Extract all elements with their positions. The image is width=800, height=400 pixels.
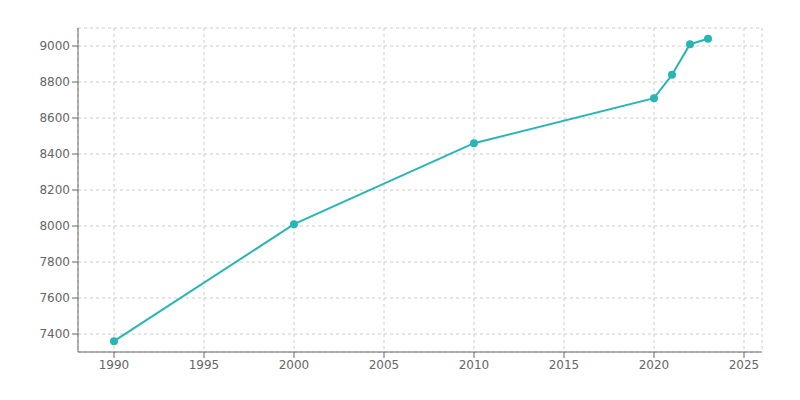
svg-text:8400: 8400 xyxy=(39,147,70,161)
svg-text:2005: 2005 xyxy=(369,358,400,372)
svg-text:7400: 7400 xyxy=(39,327,70,341)
svg-text:7600: 7600 xyxy=(39,291,70,305)
svg-text:8200: 8200 xyxy=(39,183,70,197)
svg-text:1990: 1990 xyxy=(99,358,130,372)
svg-text:2015: 2015 xyxy=(549,358,580,372)
svg-text:7800: 7800 xyxy=(39,255,70,269)
svg-text:8600: 8600 xyxy=(39,111,70,125)
svg-text:1995: 1995 xyxy=(189,358,220,372)
svg-text:2025: 2025 xyxy=(729,358,760,372)
svg-text:2010: 2010 xyxy=(459,358,490,372)
svg-text:2000: 2000 xyxy=(279,358,310,372)
svg-text:8800: 8800 xyxy=(39,75,70,89)
svg-text:8000: 8000 xyxy=(39,219,70,233)
svg-text:9000: 9000 xyxy=(39,39,70,53)
svg-text:2020: 2020 xyxy=(639,358,670,372)
